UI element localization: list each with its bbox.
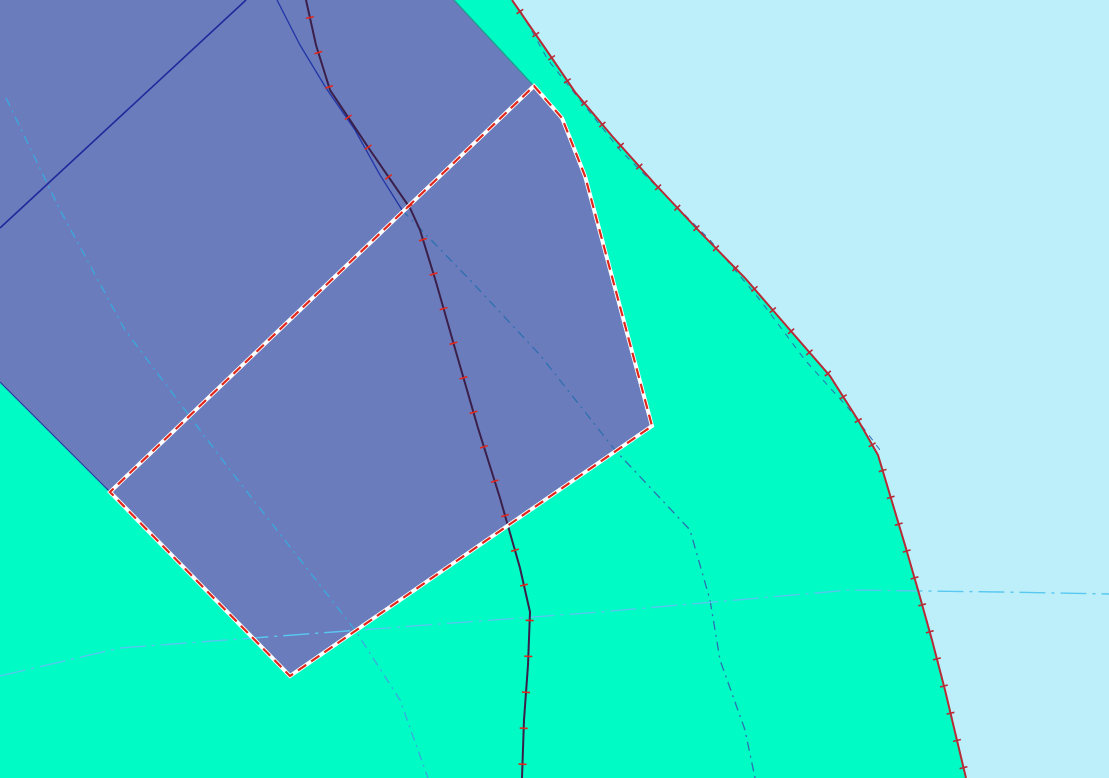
boundary-light-center (401, 209, 756, 778)
boundary-tick-mark (469, 410, 478, 415)
boundary-tick-mark (878, 468, 887, 473)
boundary-tick-mark (932, 657, 941, 661)
boundary-tick-mark (344, 114, 352, 121)
boundary-tick-mark (894, 522, 903, 527)
boundary-tick-mark (490, 479, 499, 484)
boundary-tick-mark (959, 765, 968, 770)
zone-edge-lower-left (0, 381, 111, 493)
boundary-tick-mark (839, 394, 848, 400)
boundary-tick-mark (449, 341, 458, 346)
boundary-tick-mark (547, 54, 556, 61)
boundary-tick-mark (617, 142, 625, 149)
boundary-tick-mark (324, 84, 334, 89)
dark-boundary-line (305, 0, 532, 778)
boundary-tick-mark (405, 203, 413, 210)
boundary-tick-mark (712, 244, 720, 252)
boundary-tick-mark (510, 548, 520, 553)
horizontal-dash-dot-line (0, 589, 1109, 677)
boundary-tick-mark (580, 99, 588, 107)
boundary-tick-mark (925, 629, 934, 634)
boundary-tick-mark (824, 370, 832, 377)
selected-polygon[interactable] (108, 84, 654, 678)
boundary-tick-mark (902, 549, 911, 553)
boundary-blue-upper (276, 0, 403, 211)
boundary-tick-mark (364, 144, 372, 151)
boundary-tick-mark (314, 50, 323, 55)
boundary-tick-mark (521, 691, 531, 694)
zone-inner-diagonal (0, 0, 247, 229)
boundary-tick-mark (654, 184, 662, 191)
boundary-tick-mark (459, 375, 468, 380)
boundary-tick-mark (439, 306, 448, 311)
boundary-tick-mark (805, 349, 814, 356)
coastline-boundary (511, 0, 967, 778)
boundary-tick-mark (384, 173, 393, 180)
zone-edge-top-right (453, 0, 535, 87)
boundary-tick-mark (532, 31, 540, 38)
boundary-tick-mark (429, 272, 438, 276)
boundary-tick-mark (732, 264, 739, 272)
boundary-tick-mark (750, 285, 759, 293)
boundary-markers (305, 8, 968, 770)
boundary-tick-mark (479, 444, 488, 449)
boundary-tick-mark (519, 583, 528, 587)
zone-polygon[interactable] (0, 0, 652, 676)
boundary-tick-mark (500, 513, 510, 518)
boundary-tick-mark (563, 77, 572, 84)
boundary-tick-mark (673, 204, 681, 212)
boundary-tick-mark (952, 738, 962, 743)
boundary-tick-mark (305, 15, 314, 20)
boundary-tick-mark (787, 328, 795, 335)
boundary-tick-mark (635, 163, 643, 170)
boundary-tick-mark (868, 442, 877, 448)
boundary-tick-mark (886, 495, 895, 500)
boundary-tick-mark (598, 121, 606, 128)
boundary-tick-mark (516, 8, 524, 15)
boundary-tick-mark (946, 711, 955, 715)
boundary-tick-mark (418, 237, 428, 242)
boundary-tick-mark (854, 417, 863, 424)
boundary-tick-mark (918, 603, 927, 607)
boundary-light-left (5, 97, 429, 778)
boundary-tick-mark (692, 224, 700, 232)
boundary-tick-mark (939, 684, 949, 688)
boundary-tick-mark (769, 306, 777, 314)
boundary-tick-mark (910, 576, 919, 580)
